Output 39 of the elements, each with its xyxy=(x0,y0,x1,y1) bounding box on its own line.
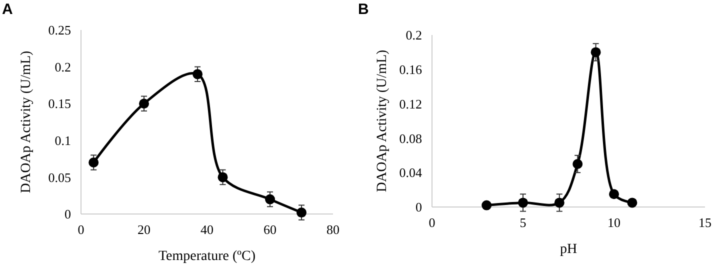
point xyxy=(265,194,275,204)
y-axis-title: DAOAp Activity (U/mL) xyxy=(375,50,390,192)
x-tick-label: 0 xyxy=(78,222,84,237)
y-tick-label: 0.25 xyxy=(48,22,71,38)
x-tick-label: 5 xyxy=(520,215,526,230)
x-tick-label: 10 xyxy=(608,215,620,230)
chart-title: A xyxy=(2,1,13,18)
y-axis-title: DAOAp Activity (U/mL) xyxy=(19,50,34,194)
y-tick-label: 0.12 xyxy=(399,96,422,112)
point xyxy=(296,208,306,218)
x-tick-label: 20 xyxy=(138,222,150,237)
y-tick-label: 0.15 xyxy=(48,96,71,112)
y-tick-label: 0.08 xyxy=(399,130,422,146)
point xyxy=(518,198,528,208)
point xyxy=(572,159,583,169)
point xyxy=(218,172,228,182)
point xyxy=(139,98,149,109)
y-tick-label: 0 xyxy=(416,200,422,215)
x-tick-label: 80 xyxy=(326,222,340,237)
x-tick-label: 40 xyxy=(200,222,214,237)
point xyxy=(192,69,203,80)
point xyxy=(627,198,638,208)
point xyxy=(590,47,601,58)
x-tick-label: 0 xyxy=(428,215,436,230)
y-tick-label: 0.1 xyxy=(54,132,71,148)
point xyxy=(482,200,492,210)
x-axis-title: pH xyxy=(560,242,578,257)
x-tick-label: 60 xyxy=(264,222,276,237)
y-tick-label: 0.04 xyxy=(399,165,422,180)
y-tick-label: 0.2 xyxy=(406,28,422,43)
point xyxy=(88,157,99,168)
point xyxy=(554,198,564,208)
point xyxy=(609,189,619,200)
x-tick-label: 15 xyxy=(698,215,712,230)
chart-title: B xyxy=(358,1,369,18)
x-axis-title: Temperature (ºC) xyxy=(158,249,256,264)
y-tick-label: 0.05 xyxy=(48,170,71,185)
y-tick-label: 0.16 xyxy=(399,62,422,77)
y-tick-label: 0.2 xyxy=(54,59,71,74)
